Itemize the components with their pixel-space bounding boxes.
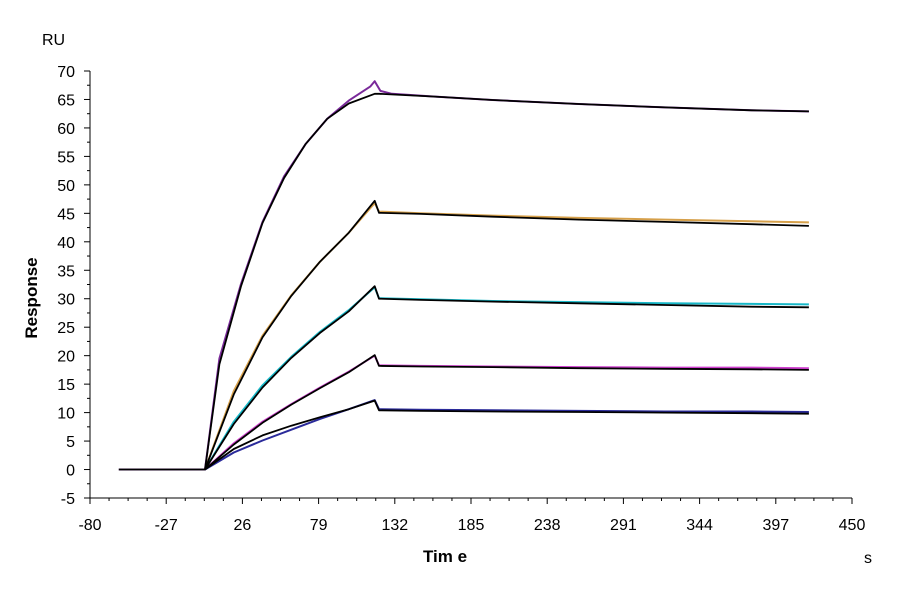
x-tick-label: 26 (234, 517, 252, 534)
y-tick-label: 60 (57, 121, 75, 138)
x-axis-title: Tim e (423, 547, 467, 566)
tick-labels: -5 0 5 10 15 20 25 30 35 40 45 50 55 60 65 70 -80 -27 26 79… (57, 64, 865, 534)
measured-series-line (204, 399, 809, 471)
y-tick-label: 30 (57, 292, 75, 309)
x-tick-label: 450 (839, 517, 866, 534)
fit-curve-line (204, 354, 809, 471)
x-tick-label: 344 (686, 517, 713, 534)
fit-curve-line (118, 92, 809, 471)
y-tick-label: 5 (66, 434, 75, 451)
y-tick-label: 35 (57, 263, 75, 280)
x-tick-label: 79 (310, 517, 328, 534)
x-tick-label: 238 (534, 517, 561, 534)
series-lines (118, 80, 809, 471)
x-tick-label: -27 (155, 517, 178, 534)
x-tick-label: -80 (78, 517, 101, 534)
fit-curve-line (204, 285, 809, 470)
y-tick-label: 45 (57, 206, 75, 223)
fit-curve-line (204, 199, 809, 470)
y-tick-label: 25 (57, 320, 75, 337)
x-unit-label: s (864, 550, 872, 567)
x-tick-label: 132 (381, 517, 408, 534)
y-unit-label: RU (42, 32, 65, 49)
y-tick-label: -5 (61, 491, 75, 508)
y-axis-title: Response (22, 257, 41, 338)
y-tick-label: 20 (57, 349, 75, 366)
axes (84, 70, 853, 504)
y-tick-label: 0 (66, 463, 75, 480)
x-tick-label: 185 (458, 517, 485, 534)
y-tick-label: 55 (57, 149, 75, 166)
fit-curve-line (204, 399, 809, 471)
measured-series-line (204, 202, 809, 470)
y-tick-label: 10 (57, 406, 75, 423)
y-tick-label: 15 (57, 377, 75, 394)
x-tick-label: 397 (762, 517, 789, 534)
measured-series-line (204, 286, 809, 471)
x-tick-label: 291 (610, 517, 637, 534)
y-tick-label: 40 (57, 235, 75, 252)
y-tick-label: 70 (57, 64, 75, 81)
y-tick-label: 50 (57, 178, 75, 195)
y-tick-label: 65 (57, 92, 75, 109)
